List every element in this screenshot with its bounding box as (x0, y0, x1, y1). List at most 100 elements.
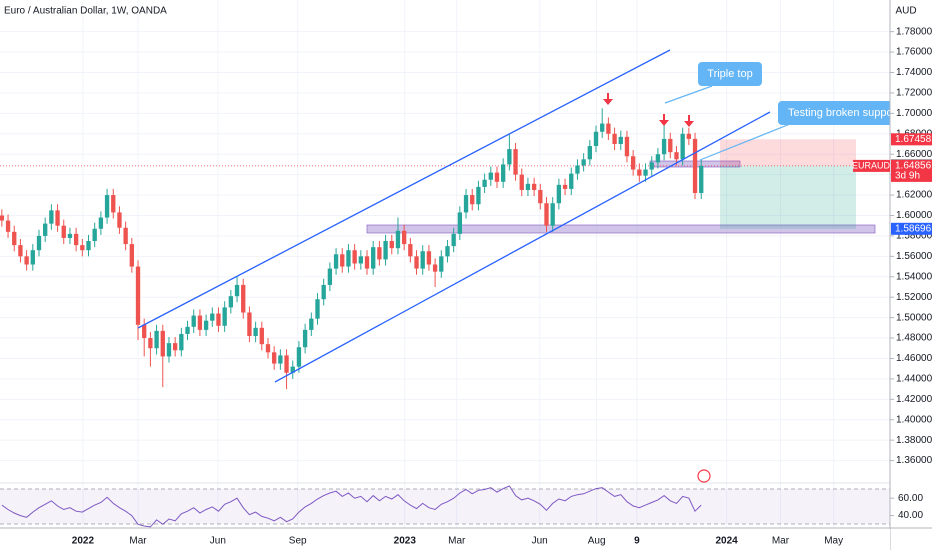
position-zones (720, 139, 856, 229)
candle-body (377, 247, 382, 260)
y-tick-label: 1.62000 (896, 190, 932, 201)
callout-pointer (699, 123, 791, 161)
candle-body (253, 327, 258, 336)
y-tick-label: 1.46000 (896, 353, 932, 364)
countdown: 3d 9h (895, 171, 920, 182)
candle-body (160, 330, 165, 357)
candle-body (692, 138, 698, 194)
candle-body (414, 256, 419, 269)
candle-body (5, 220, 11, 232)
candle-body (661, 138, 667, 155)
candle-body (210, 313, 215, 321)
candle-body (92, 228, 97, 242)
candle-body (420, 251, 425, 269)
candle-body (606, 123, 611, 134)
annotation: Testing broken suppo (788, 107, 893, 119)
y-tick-label: 1.38000 (896, 435, 932, 446)
candle-body (587, 146, 592, 160)
candle-body (593, 131, 599, 147)
y-tick-label: 1.54000 (896, 271, 932, 282)
y-tick-label: 1.40000 (896, 414, 932, 425)
candle-body (197, 315, 203, 330)
candle-body (439, 256, 444, 272)
candle-body (0, 215, 5, 221)
candle-body (148, 338, 153, 349)
candle-body (55, 210, 60, 226)
candle-body (476, 186, 481, 205)
candle-body (501, 164, 506, 182)
candle-body (457, 212, 463, 234)
candle-body (371, 247, 376, 269)
x-tick-label: Mar (448, 536, 466, 547)
candle-body (142, 324, 147, 339)
x-tick-label: 2022 (72, 536, 95, 547)
candle-body (383, 241, 388, 260)
rsi-tick-label: 40.00 (898, 510, 923, 521)
candle-body (172, 343, 178, 351)
candle-body (43, 223, 48, 236)
annotation: Triple top (707, 68, 752, 80)
icon (697, 469, 711, 483)
candle-body (222, 307, 227, 326)
candle-body (290, 366, 295, 373)
channel-lower (274, 111, 771, 383)
candle-body (104, 195, 110, 218)
candle-body (241, 284, 246, 313)
support-zone (366, 224, 876, 234)
candle-body (49, 210, 54, 224)
y-tick-label: 1.44000 (896, 374, 932, 385)
candle-body (340, 254, 345, 267)
y-tick-label: 1.48000 (896, 333, 932, 344)
candle-body (321, 284, 326, 300)
arrow (603, 93, 613, 105)
candle-body (562, 184, 568, 189)
candle-body (36, 235, 42, 251)
candle-body (24, 256, 29, 265)
y-tick-label: 1.50000 (896, 312, 932, 323)
y-tick-label: 1.72000 (896, 88, 932, 99)
y-tick-label: 1.78000 (896, 26, 932, 37)
candle-body (451, 233, 456, 247)
candle-body (550, 203, 555, 226)
candle-body (531, 183, 537, 190)
price-label-bg (891, 159, 932, 182)
candle-body (470, 195, 475, 205)
x-tick-label: Aug (588, 536, 606, 547)
candle-body (649, 162, 654, 170)
rsi (1, 485, 702, 528)
candle-body (278, 355, 283, 364)
x-tick-label: 9 (634, 536, 640, 547)
x-tick-label: 2023 (394, 536, 417, 547)
candle-body (327, 268, 333, 285)
y-tick-label: 1.56000 (896, 251, 932, 262)
candle-body (395, 230, 401, 249)
symbol-tag (853, 159, 890, 172)
candle-body (488, 172, 493, 180)
y-tick-label: 1.70000 (896, 108, 932, 119)
candle-body (86, 241, 91, 251)
candle-body (228, 296, 234, 308)
candle-body (408, 244, 413, 257)
candle-body (569, 173, 574, 189)
candle-body (154, 330, 159, 349)
candle-body (67, 233, 73, 238)
candle-body (98, 217, 104, 229)
candle-body (358, 256, 363, 264)
candle-body (581, 159, 586, 166)
candle-body (191, 315, 196, 327)
y-tick-label: 1.66000 (896, 149, 932, 160)
candle-body (111, 195, 116, 213)
candle-body (296, 347, 302, 367)
currency: AUD (895, 6, 916, 17)
candle-body (389, 241, 394, 249)
candle-body (507, 149, 512, 165)
candle-body (426, 251, 432, 265)
candle-body (668, 138, 673, 153)
candle-body (333, 254, 339, 269)
channel-upper (137, 49, 671, 329)
candle-body (538, 189, 543, 204)
symbol: EURAUD (852, 160, 891, 170)
price-label: 1.64856 (895, 161, 932, 172)
